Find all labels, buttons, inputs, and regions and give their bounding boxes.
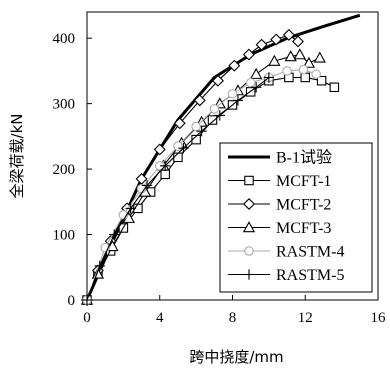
legend-marker [242, 221, 256, 233]
legend-entry: MCFT-2 [228, 197, 331, 214]
legend-marker [243, 198, 255, 210]
data-point [263, 72, 275, 83]
data-point [214, 110, 225, 121]
data-point [302, 56, 316, 68]
data-point [193, 94, 206, 107]
data-point [298, 64, 309, 75]
legend-entry: RASTM-5 [228, 267, 344, 284]
data-point [282, 66, 292, 76]
x-axis-title: 跨中挠度/mm [189, 348, 283, 366]
x-tick-label: 16 [371, 310, 387, 326]
data-point [313, 51, 326, 63]
legend-marker [244, 246, 254, 256]
legend-entry: B-1试验 [228, 149, 332, 167]
series-line [86, 77, 270, 301]
data-point [227, 89, 238, 99]
data-point [284, 50, 297, 62]
x-tick-label: 0 [83, 310, 91, 326]
data-point [209, 104, 220, 114]
series-group [80, 13, 361, 306]
data-point [228, 59, 241, 72]
legend-label: RASTM-4 [276, 244, 344, 261]
data-point [191, 121, 201, 132]
legend-label: MCFT-3 [276, 220, 331, 237]
y-tick-label: 100 [53, 228, 76, 244]
y-tick-label: 300 [53, 97, 76, 113]
data-point [250, 67, 263, 79]
data-point [81, 294, 93, 306]
legend-box [219, 142, 373, 293]
series-RASTM-5 [81, 72, 275, 306]
data-point [207, 115, 218, 125]
data-point [250, 82, 262, 93]
data-point [282, 28, 295, 41]
data-point [153, 143, 166, 156]
y-tick-label: 400 [53, 31, 76, 47]
data-point [316, 75, 327, 86]
data-point [178, 142, 189, 154]
legend-label: MCFT-1 [276, 173, 331, 190]
axes: 0 4 8 12 16 0 100 200 300 400 跨中挠度/mm 全梁荷载/kN [8, 11, 387, 366]
data-point [242, 48, 255, 61]
data-point [293, 48, 306, 60]
data-point [268, 54, 281, 66]
data-point [291, 35, 304, 48]
data-point [160, 160, 171, 172]
data-point [109, 229, 120, 240]
data-point [211, 74, 224, 87]
legend-marker [244, 175, 254, 186]
legend-label: B-1试验 [276, 149, 332, 167]
data-point [173, 152, 183, 163]
y-axis-title: 全梁荷载/kN [8, 114, 26, 199]
legend: B-1试验 MCFT-1 MCFT-2 MCFT-3 RASTM-4 RASTM-5 [219, 142, 373, 293]
data-point [141, 180, 153, 191]
data-point [255, 38, 268, 51]
y-tick-label: 200 [53, 162, 76, 178]
data-point [232, 95, 244, 106]
x-tick-label: 8 [229, 310, 237, 326]
data-point [94, 260, 105, 272]
legend-label: RASTM-5 [276, 267, 344, 284]
legend-marker [243, 269, 255, 280]
data-point [160, 169, 170, 180]
data-point [329, 82, 340, 93]
data-point [245, 77, 256, 88]
x-tick-label: 4 [156, 310, 164, 326]
legend-entry: MCFT-3 [228, 220, 331, 237]
data-point [125, 203, 136, 214]
legend-entry: MCFT-1 [228, 173, 331, 190]
legend-entry: RASTM-4 [228, 244, 344, 261]
data-point [300, 72, 310, 83]
x-tick-label: 12 [298, 310, 313, 326]
data-point [173, 117, 186, 130]
data-point [311, 69, 321, 79]
data-point [196, 125, 207, 137]
y-tick-label: 0 [68, 293, 76, 309]
legend-label: MCFT-2 [276, 197, 331, 214]
data-point [173, 141, 183, 151]
data-point [270, 33, 283, 46]
